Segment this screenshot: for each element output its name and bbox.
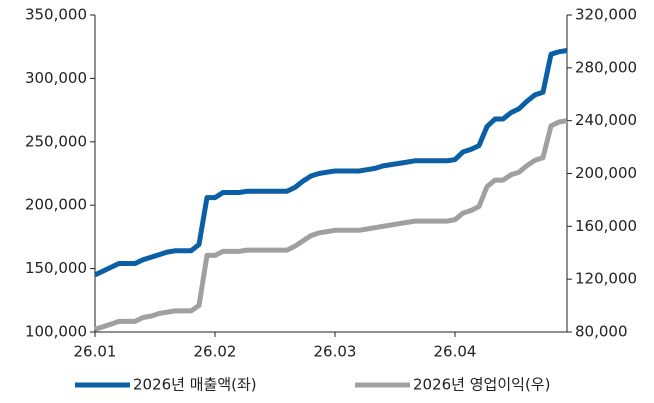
y2-tick-label: 320,000 <box>575 6 637 24</box>
x-tick-label: 26.01 <box>74 343 117 361</box>
y2-tick-label: 200,000 <box>575 164 637 182</box>
legend-label: 2026년 영업이익(우) <box>413 376 550 394</box>
x-tick-label: 26.04 <box>434 343 477 361</box>
y-tick-label: 150,000 <box>25 259 87 277</box>
y-tick-label: 100,000 <box>25 323 87 341</box>
x-tick-label: 26.02 <box>194 343 237 361</box>
y-tick-label: 300,000 <box>25 69 87 87</box>
x-tick-label: 26.03 <box>314 343 357 361</box>
series-line <box>93 48 568 278</box>
y-tick-label: 250,000 <box>25 132 87 150</box>
y2-tick-label: 80,000 <box>575 323 628 341</box>
y2-tick-label: 160,000 <box>575 217 637 235</box>
y2-tick-label: 240,000 <box>575 111 637 129</box>
series-line <box>94 118 568 332</box>
y-tick-label: 200,000 <box>25 196 87 214</box>
y2-tick-label: 120,000 <box>575 270 637 288</box>
y2-tick-label: 280,000 <box>575 58 637 76</box>
y-tick-label: 350,000 <box>25 6 87 24</box>
legend-label: 2026년 매출액(좌) <box>133 376 257 394</box>
